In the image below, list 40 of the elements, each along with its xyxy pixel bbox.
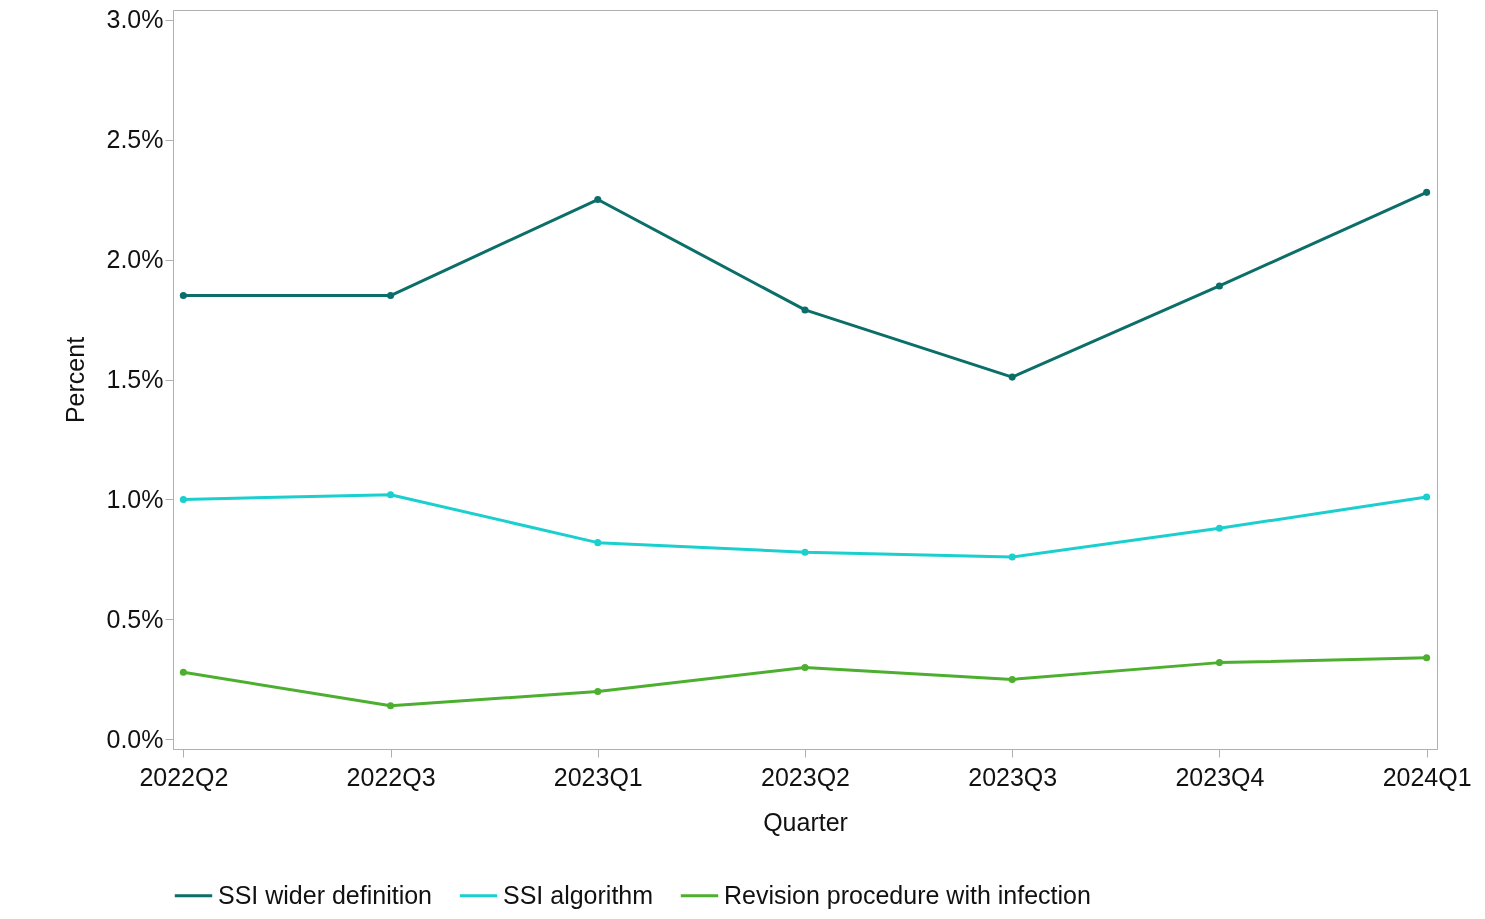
x-axis-title: Quarter xyxy=(763,807,848,836)
point xyxy=(1423,493,1431,501)
y-tick-label: 2.5% xyxy=(106,125,164,154)
y-tick-label: 2.0% xyxy=(106,245,164,274)
point xyxy=(179,495,187,503)
x-tick-label: 2023Q3 xyxy=(968,762,1058,791)
x-tick-label: 2023Q4 xyxy=(1175,762,1265,791)
y-tick-label: 0.0% xyxy=(106,724,164,753)
legend-label: Revision procedure with infection xyxy=(724,880,1091,909)
y-tick-label: 1.0% xyxy=(106,484,164,513)
point xyxy=(1008,675,1016,683)
x-tick-label: 2024Q1 xyxy=(1382,762,1472,791)
point xyxy=(387,702,395,710)
x-tick-label: 2022Q2 xyxy=(139,762,229,791)
legend-label: SSI algorithm xyxy=(503,880,654,909)
point xyxy=(1423,188,1431,196)
x-tick-label: 2023Q2 xyxy=(761,762,850,791)
point xyxy=(387,291,395,300)
y-axis-title: Percent xyxy=(60,336,89,424)
x-tick-label: 2022Q3 xyxy=(346,762,436,791)
y-tick-label: 1.5% xyxy=(106,365,164,393)
point xyxy=(594,687,602,695)
point xyxy=(179,291,187,300)
point xyxy=(594,539,602,547)
point xyxy=(801,663,809,671)
point xyxy=(1008,373,1016,381)
point xyxy=(1215,659,1223,667)
point xyxy=(387,491,395,499)
point xyxy=(1215,282,1223,290)
x-tick-label: 2023Q1 xyxy=(553,762,643,791)
point xyxy=(801,548,809,556)
y-tick-label: 3.0% xyxy=(106,5,164,34)
point xyxy=(1215,524,1223,532)
point xyxy=(179,668,187,676)
point xyxy=(594,196,602,204)
point xyxy=(801,306,809,314)
y-tick-label: 0.5% xyxy=(106,604,164,633)
point xyxy=(1008,553,1016,561)
point xyxy=(1423,654,1431,662)
legend-label: SSI wider definition xyxy=(218,880,433,909)
